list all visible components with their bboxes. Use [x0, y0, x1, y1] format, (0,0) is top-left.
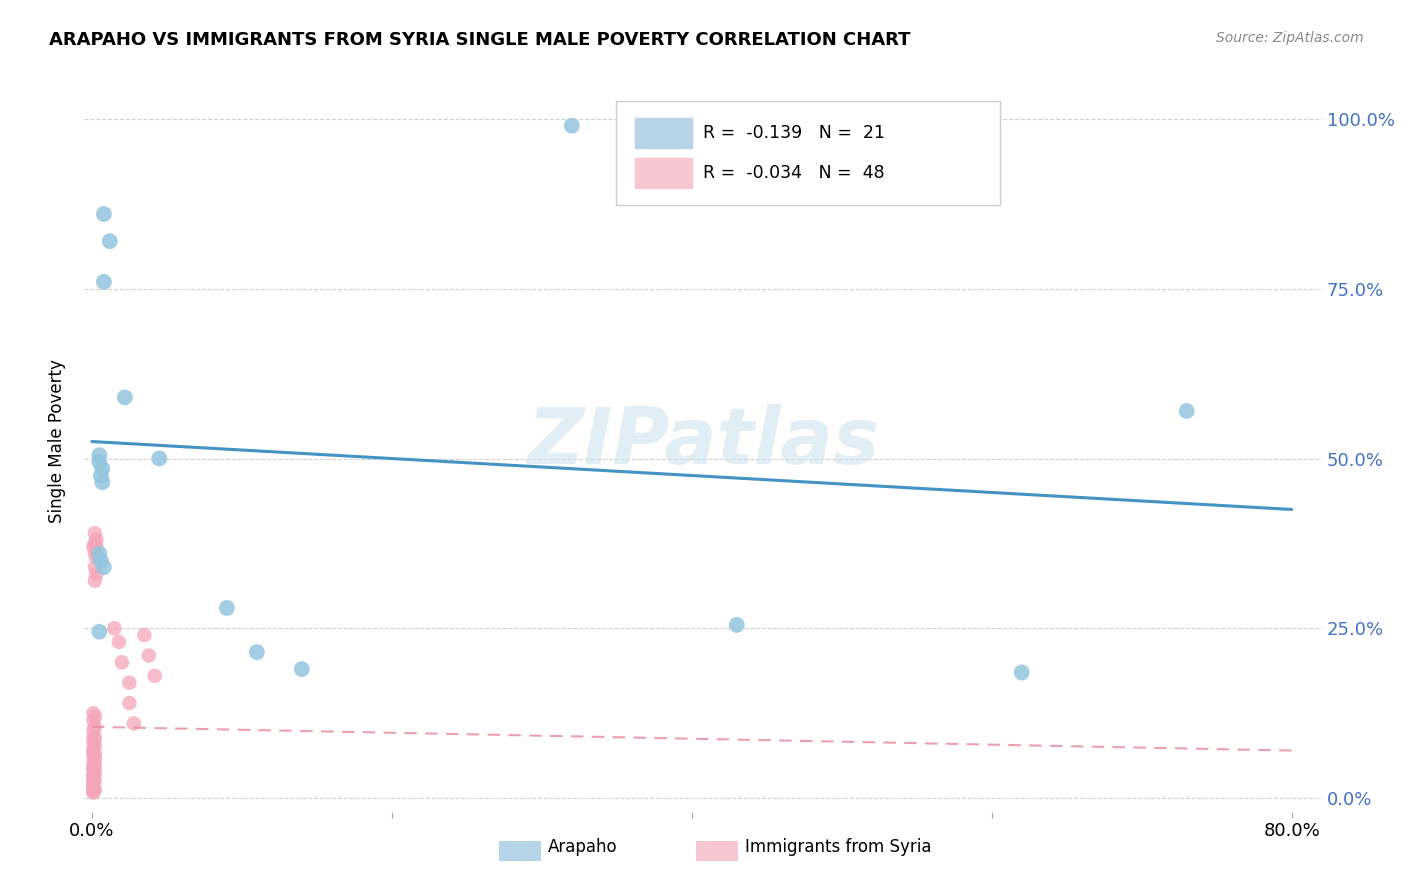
Point	[93, 207, 115, 221]
Point	[89, 624, 111, 639]
Point	[82, 730, 104, 744]
Point	[82, 723, 104, 738]
Point	[725, 618, 748, 632]
Point	[91, 475, 114, 490]
Point	[83, 547, 105, 561]
Point	[83, 720, 105, 734]
Point	[89, 448, 111, 462]
Text: Immigrants from Syria: Immigrants from Syria	[745, 838, 932, 856]
Point	[82, 774, 104, 789]
Point	[82, 713, 104, 727]
Point	[82, 742, 104, 756]
Point	[90, 553, 112, 567]
Point	[82, 784, 104, 798]
Point	[83, 731, 105, 746]
FancyBboxPatch shape	[636, 118, 692, 147]
Point	[122, 716, 145, 731]
Point	[148, 451, 170, 466]
Text: ARAPAHO VS IMMIGRANTS FROM SYRIA SINGLE MALE POVERTY CORRELATION CHART: ARAPAHO VS IMMIGRANTS FROM SYRIA SINGLE …	[49, 31, 911, 49]
Point	[82, 780, 104, 795]
Point	[103, 621, 125, 635]
Point	[98, 234, 121, 248]
Point	[91, 461, 114, 475]
Point	[82, 767, 104, 781]
Point	[82, 776, 104, 790]
Point	[83, 783, 105, 797]
FancyBboxPatch shape	[636, 158, 692, 187]
Point	[90, 468, 112, 483]
Point	[83, 765, 105, 780]
Point	[215, 601, 238, 615]
Point	[83, 574, 105, 588]
Point	[82, 756, 104, 770]
Point	[138, 648, 160, 663]
Point	[82, 706, 104, 721]
Point	[82, 761, 104, 775]
FancyBboxPatch shape	[616, 101, 1000, 204]
Point	[82, 735, 104, 749]
Point	[108, 635, 131, 649]
Point	[82, 540, 104, 554]
Point	[83, 772, 105, 786]
Point	[561, 119, 583, 133]
Point	[83, 526, 105, 541]
Point	[291, 662, 314, 676]
Text: Arapaho: Arapaho	[548, 838, 619, 856]
Point	[82, 786, 104, 800]
Point	[82, 763, 104, 777]
Text: ZIPatlas: ZIPatlas	[527, 403, 879, 480]
Text: Source: ZipAtlas.com: Source: ZipAtlas.com	[1216, 31, 1364, 45]
Point	[89, 455, 111, 469]
Y-axis label: Single Male Poverty: Single Male Poverty	[48, 359, 66, 524]
Point	[83, 738, 105, 752]
Point	[1011, 665, 1033, 680]
Point	[93, 560, 115, 574]
Point	[118, 696, 141, 710]
Point	[114, 391, 136, 405]
Point	[134, 628, 156, 642]
Point	[83, 758, 105, 772]
Point	[83, 747, 105, 761]
Point	[111, 655, 134, 669]
Point	[246, 645, 269, 659]
Point	[118, 675, 141, 690]
Point	[1175, 404, 1198, 418]
Point	[86, 533, 108, 547]
Point	[82, 769, 104, 783]
Point	[93, 275, 115, 289]
Point	[82, 779, 104, 793]
Point	[86, 540, 108, 554]
Point	[83, 560, 105, 574]
Point	[89, 547, 111, 561]
Point	[86, 566, 108, 581]
Point	[83, 536, 105, 550]
Point	[83, 709, 105, 723]
Point	[82, 745, 104, 759]
Point	[143, 669, 166, 683]
Point	[86, 549, 108, 564]
Text: R =  -0.139   N =  21: R = -0.139 N = 21	[703, 124, 884, 142]
Point	[83, 752, 105, 766]
Point	[82, 749, 104, 764]
Text: R =  -0.034   N =  48: R = -0.034 N = 48	[703, 164, 884, 182]
